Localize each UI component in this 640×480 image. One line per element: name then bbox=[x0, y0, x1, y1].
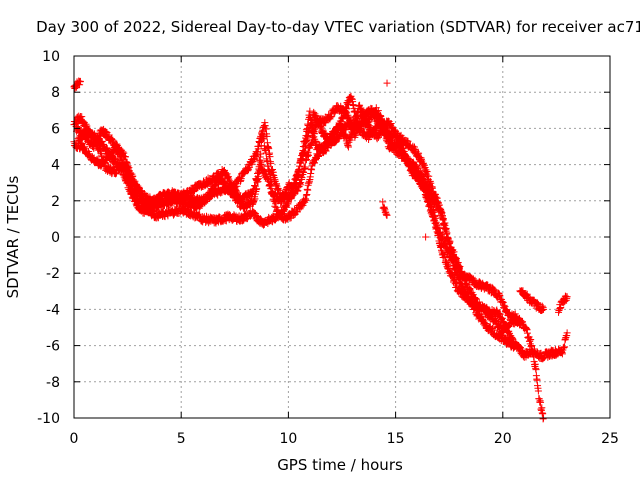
y-tick-label: 2 bbox=[51, 194, 60, 210]
data-point bbox=[561, 343, 569, 351]
data-point bbox=[222, 217, 230, 225]
data-point bbox=[115, 149, 123, 157]
series-group bbox=[70, 77, 571, 423]
y-tick-label: 8 bbox=[51, 85, 60, 101]
data-point bbox=[117, 153, 125, 161]
data-point bbox=[309, 134, 317, 142]
y-axis-label: SDTVAR / TECUs bbox=[4, 175, 22, 298]
x-tick-label: 10 bbox=[279, 431, 297, 447]
data-point bbox=[441, 219, 449, 227]
data-point bbox=[297, 179, 305, 187]
data-point bbox=[308, 139, 316, 147]
x-tick-label: 0 bbox=[70, 431, 79, 447]
data-point bbox=[267, 159, 275, 167]
y-tick-label: 0 bbox=[51, 230, 60, 246]
x-tick-label: 5 bbox=[177, 431, 186, 447]
x-tick-label: 20 bbox=[494, 431, 512, 447]
data-point bbox=[532, 366, 540, 374]
data-point bbox=[439, 214, 447, 222]
data-point bbox=[357, 120, 365, 128]
y-tick-label: -8 bbox=[46, 375, 60, 391]
y-tick-label: -2 bbox=[46, 266, 60, 282]
y-tick-label: 4 bbox=[51, 158, 60, 174]
data-point bbox=[563, 329, 571, 337]
y-tick-label: -4 bbox=[46, 302, 60, 318]
data-point bbox=[383, 79, 391, 87]
data-point bbox=[302, 132, 310, 140]
y-tick-label: 10 bbox=[42, 49, 60, 65]
x-axis-label: GPS time / hours bbox=[277, 456, 403, 474]
x-tick-label: 25 bbox=[601, 431, 619, 447]
data-point bbox=[265, 145, 273, 153]
data-series bbox=[70, 77, 571, 423]
data-point bbox=[379, 198, 387, 206]
y-tick-label: -6 bbox=[46, 339, 60, 355]
data-point bbox=[355, 124, 363, 132]
data-point bbox=[305, 151, 313, 159]
y-tick-label: 6 bbox=[51, 121, 60, 137]
data-point bbox=[312, 112, 320, 120]
chart-title: Day 300 of 2022, Sidereal Day-to-day VTE… bbox=[36, 18, 640, 36]
data-point bbox=[306, 107, 314, 115]
data-point bbox=[404, 137, 412, 145]
data-point bbox=[76, 77, 84, 85]
data-point bbox=[301, 163, 309, 171]
data-point bbox=[263, 132, 271, 140]
x-tick-label: 15 bbox=[387, 431, 405, 447]
data-point bbox=[422, 233, 430, 241]
axis-ticks: 0 5 10 15 20 25 -10 -8 -6 -4 -2 0 2 4 6 8 10 bbox=[37, 49, 619, 447]
data-point bbox=[537, 398, 545, 406]
y-tick-label: -10 bbox=[37, 411, 60, 427]
